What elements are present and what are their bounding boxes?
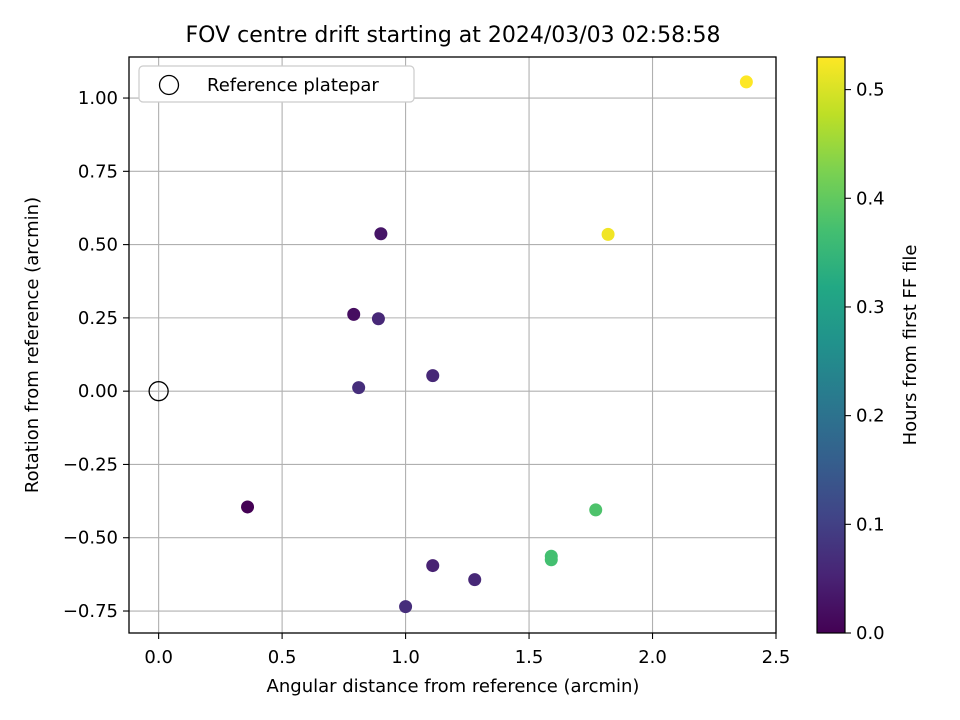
colorbar-tick-label: 0.1 xyxy=(856,514,885,535)
y-tick-label: −0.25 xyxy=(63,454,118,475)
y-tick-label: 0.25 xyxy=(78,308,118,329)
colorbar: 0.0 0.1 0.2 0.3 0.4 0.5 Hours from first FF f… xyxy=(816,56,921,644)
colorbar-tick-label: 0.5 xyxy=(856,80,885,101)
scatter-point xyxy=(399,600,413,614)
scatter-point xyxy=(347,307,361,321)
x-tick-label: 0.0 xyxy=(144,647,173,668)
reference-platepar-point xyxy=(148,381,169,402)
y-tick-label: −0.75 xyxy=(63,601,118,622)
chart-title: FOV centre drift starting at 2024/03/03 … xyxy=(186,23,721,48)
scatter-point xyxy=(468,573,482,587)
x-axis-label: Angular distance from reference (arcmin) xyxy=(267,676,640,697)
x-tick-label: 0.5 xyxy=(268,647,297,668)
colorbar-tick-label: 0.3 xyxy=(856,297,885,318)
y-tick-label: 0.50 xyxy=(78,235,118,256)
colorbar-gradient xyxy=(816,56,846,634)
scatter-point xyxy=(589,503,603,517)
y-tick-label: 0.00 xyxy=(78,381,118,402)
legend-box xyxy=(138,65,415,103)
y-tick-label: 0.75 xyxy=(78,161,118,182)
scatter-point xyxy=(601,227,615,241)
x-axis-ticks: 0.0 0.5 1.0 1.5 2.0 2.5 xyxy=(144,633,790,668)
grid xyxy=(129,57,777,633)
colorbar-tick-label: 0.4 xyxy=(856,188,885,209)
colorbar-label: Hours from first FF file xyxy=(900,245,921,446)
scatter-point xyxy=(544,553,558,567)
scatter-points xyxy=(148,75,753,614)
scatter-point xyxy=(352,381,366,395)
x-tick-label: 1.5 xyxy=(515,647,544,668)
scatter-point xyxy=(426,369,440,383)
axes-frame xyxy=(128,56,777,634)
x-tick-label: 2.5 xyxy=(762,647,791,668)
scatter-point xyxy=(371,312,385,326)
x-tick-label: 2.0 xyxy=(638,647,667,668)
y-tick-label: −0.50 xyxy=(63,528,118,549)
scatter-point xyxy=(241,500,255,514)
x-tick-label: 1.0 xyxy=(391,647,420,668)
colorbar-ticks: 0.0 0.1 0.2 0.3 0.4 0.5 xyxy=(845,80,885,644)
colorbar-tick-label: 0.2 xyxy=(856,406,885,427)
y-axis-ticks: −0.75 −0.50 −0.25 0.00 0.25 0.50 0.75 1.00 xyxy=(63,88,129,622)
scatter-point xyxy=(426,559,440,573)
scatter-point xyxy=(739,75,753,89)
legend-label-reference: Reference platepar xyxy=(207,75,379,96)
y-tick-label: 1.00 xyxy=(78,88,118,109)
legend-marker-reference xyxy=(158,74,180,96)
y-axis-label: Rotation from reference (arcmin) xyxy=(22,197,43,493)
legend: Reference platepar xyxy=(138,65,415,103)
scatter-point xyxy=(374,227,388,241)
colorbar-tick-label: 0.0 xyxy=(856,623,885,644)
plot-area: 0.0 0.5 1.0 1.5 2.0 2.5 −0.75 −0.50 −0.25 0.00 0.… xyxy=(63,56,790,668)
